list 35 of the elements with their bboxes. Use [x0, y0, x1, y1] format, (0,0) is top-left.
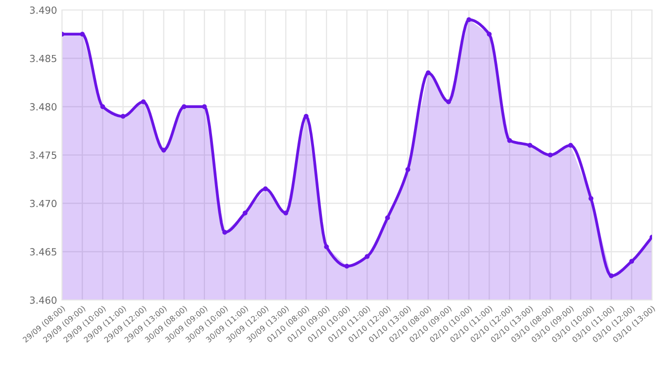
y-tick-label: 3.460 — [30, 296, 56, 304]
point — [568, 142, 574, 148]
point — [528, 142, 532, 148]
y-tick-label: 3.490 — [30, 6, 56, 14]
point — [161, 148, 166, 153]
point — [385, 215, 390, 220]
point — [426, 70, 431, 76]
point — [507, 138, 512, 143]
point — [405, 167, 410, 172]
point — [182, 104, 186, 110]
point — [222, 230, 228, 235]
point — [242, 210, 248, 216]
point — [324, 244, 329, 250]
y-tick-label: 3.485 — [30, 54, 56, 62]
point — [263, 186, 268, 192]
point — [304, 114, 309, 119]
point — [344, 264, 350, 269]
point — [629, 258, 634, 264]
point — [466, 17, 472, 22]
point — [548, 152, 553, 158]
point — [80, 32, 85, 37]
point — [202, 104, 207, 110]
point — [140, 99, 146, 104]
point — [486, 32, 492, 37]
y-tick-label: 3.480 — [30, 103, 56, 110]
point — [446, 99, 451, 104]
point — [120, 114, 126, 119]
y-tick-label: 3.470 — [30, 200, 56, 208]
point — [608, 273, 614, 278]
point — [283, 210, 288, 216]
point — [588, 196, 594, 201]
y-tick-label: 3.465 — [30, 248, 56, 256]
point — [100, 104, 106, 110]
y-tick-label: 3.475 — [30, 151, 56, 159]
point — [364, 254, 370, 259]
